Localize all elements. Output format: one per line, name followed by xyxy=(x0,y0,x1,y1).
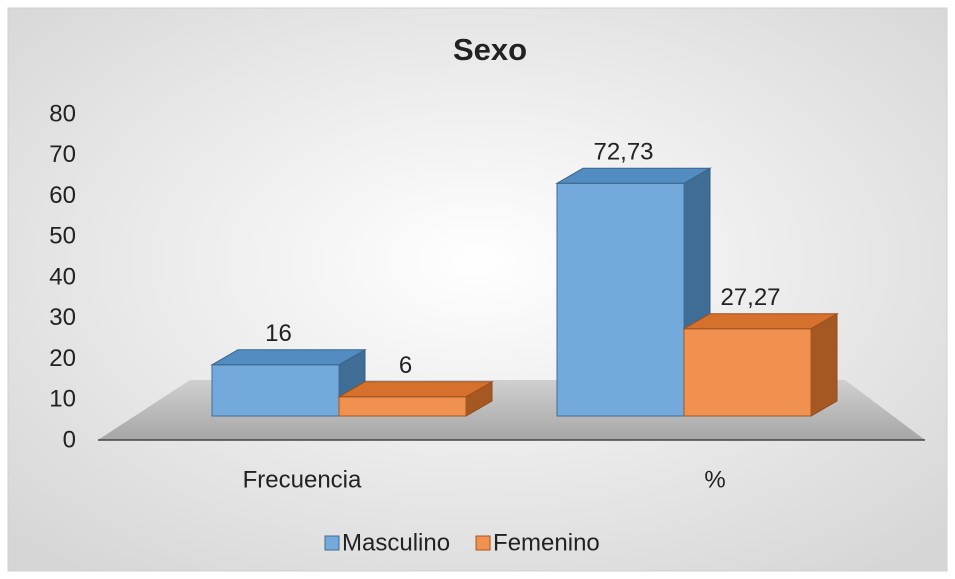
y-tick-label: 50 xyxy=(49,223,76,250)
bar-top xyxy=(210,349,367,366)
y-tick-label: 80 xyxy=(49,100,76,127)
data-label: 27,27 xyxy=(720,284,780,311)
legend-label: Femenino xyxy=(493,529,600,556)
bar-side xyxy=(810,312,838,417)
legend-swatch xyxy=(475,535,491,551)
legend-swatch xyxy=(324,535,340,551)
y-tick-label: 20 xyxy=(49,345,76,372)
bar-top xyxy=(682,313,839,330)
y-tick-label: 30 xyxy=(49,304,76,331)
bar-front xyxy=(211,364,340,417)
bar-top xyxy=(337,381,494,398)
x-tick-label: Frecuencia xyxy=(243,466,362,493)
data-label: 16 xyxy=(265,320,292,347)
x-tick-label: % xyxy=(704,466,725,493)
y-tick-label: 0 xyxy=(63,426,76,453)
y-tick-label: 40 xyxy=(49,263,76,290)
bar-front xyxy=(556,182,685,417)
data-label: 6 xyxy=(399,352,412,379)
bar xyxy=(337,380,494,417)
y-tick-label: 70 xyxy=(49,141,76,168)
chart-area xyxy=(7,7,948,572)
bar-front xyxy=(338,396,467,417)
legend-label: Masculino xyxy=(342,529,450,556)
bar xyxy=(682,312,839,417)
y-tick-label: 60 xyxy=(49,182,76,209)
bar-top xyxy=(555,167,712,184)
chart-title: Sexo xyxy=(453,32,527,67)
y-tick-label: 10 xyxy=(49,386,76,413)
data-label: 72,73 xyxy=(593,139,653,166)
bar-front xyxy=(683,328,812,417)
bar xyxy=(555,167,712,417)
